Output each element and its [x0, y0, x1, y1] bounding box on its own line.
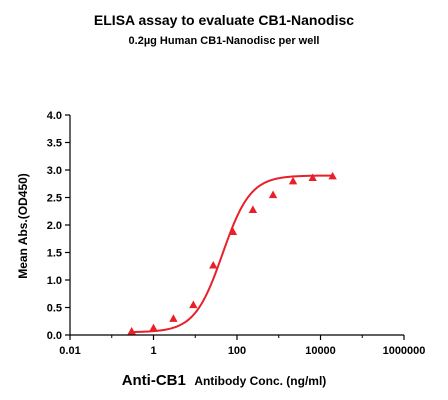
- y-tick-label: 0.0: [47, 330, 62, 342]
- data-point-triangle: [308, 173, 317, 182]
- data-point-triangle: [127, 326, 136, 335]
- data-point-triangle: [328, 171, 337, 180]
- chart-subtitle: 0.2µg Human CB1-Nanodisc per well: [129, 35, 320, 47]
- fit-curve: [131, 174, 333, 334]
- data-point-triangle: [169, 314, 178, 322]
- data-point-triangle: [228, 227, 238, 235]
- y-tick-label: 1.5: [47, 248, 62, 260]
- data-point-triangle: [288, 176, 298, 185]
- y-tick-label: 0.5: [47, 303, 62, 315]
- x-tick-label: 1: [150, 345, 156, 357]
- y-tick-label: 3.5: [47, 138, 62, 150]
- y-tick-label: 2.0: [47, 220, 62, 232]
- x-axis-label-sub: Antibody Conc. (ng/ml): [194, 374, 326, 388]
- y-tick-label: 3.0: [47, 165, 62, 177]
- x-tick-label: 0.01: [59, 345, 80, 357]
- y-tick-label: 4.0: [47, 110, 62, 122]
- y-tick-label: 1.0: [47, 275, 62, 287]
- x-tick-label: 1000000: [383, 345, 426, 357]
- data-point-triangle: [209, 260, 218, 269]
- x-axis-label-main: Anti-CB1: [122, 372, 186, 389]
- data-point-triangle: [268, 190, 278, 199]
- x-axis-label: Anti-CB1 Antibody Conc. (ng/ml): [122, 372, 327, 389]
- chart-title: ELISA assay to evaluate CB1-Nanodisc: [94, 12, 354, 28]
- y-axis-label: Mean Abs.(OD450): [16, 173, 30, 279]
- x-tick-label: 100: [228, 345, 246, 357]
- x-tick-label: 10000: [305, 345, 336, 357]
- data-point-triangle: [149, 323, 158, 332]
- y-tick-label: 2.5: [47, 193, 62, 205]
- data-point-triangle: [189, 300, 198, 309]
- data-point-triangle: [248, 205, 258, 213]
